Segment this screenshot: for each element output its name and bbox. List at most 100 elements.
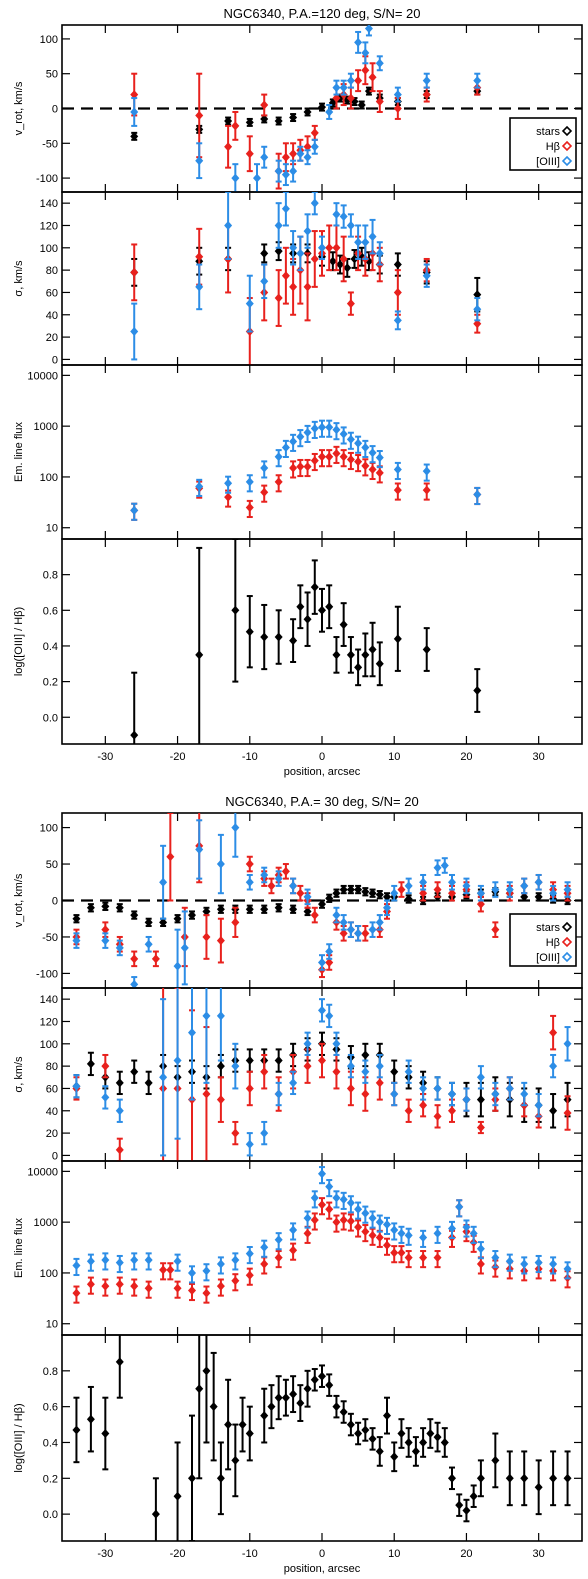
data-point (346, 1061, 355, 1071)
data-point (368, 888, 377, 898)
data-point (393, 260, 402, 270)
data-point (195, 282, 204, 292)
data-point (426, 1429, 435, 1439)
data-point (433, 1111, 442, 1121)
data-layer (130, 419, 482, 521)
data-point (404, 881, 413, 891)
data-point (245, 627, 254, 637)
data-point (260, 870, 269, 880)
data-point (274, 477, 283, 487)
data-point (260, 463, 269, 473)
data-point (325, 1204, 334, 1214)
data-point (188, 910, 196, 920)
data-point (350, 254, 359, 264)
data-point (231, 121, 240, 131)
data-point (231, 173, 240, 183)
data-point (245, 1249, 254, 1259)
data-point (130, 730, 139, 740)
data-point (101, 1255, 110, 1265)
data-point (354, 1429, 363, 1439)
x-tick-label: 0 (319, 751, 325, 763)
data-point (202, 932, 211, 942)
data-point (303, 282, 312, 292)
data-point (159, 917, 168, 927)
data-point (354, 662, 363, 672)
data-point (130, 1255, 139, 1265)
panel-frame (61, 1160, 583, 1336)
series-oiii (130, 192, 482, 361)
data-point (422, 271, 431, 281)
data-point (397, 1228, 406, 1238)
data-layer (130, 539, 482, 744)
data-point (354, 237, 363, 247)
data-point (354, 885, 363, 895)
data-point (505, 1083, 514, 1093)
y-tick-label: 140 (40, 198, 58, 210)
data-point (115, 1145, 124, 1155)
data-point (216, 1473, 225, 1483)
data-point (296, 462, 305, 472)
data-point (473, 76, 482, 86)
chart-title: NGC6340, P.A.= 30 deg, S/N= 20 (225, 794, 418, 809)
data-point (216, 904, 225, 914)
x-tick-label: -10 (242, 1548, 258, 1560)
data-point (173, 1056, 182, 1066)
data-point (393, 90, 402, 100)
data-point (346, 925, 355, 935)
y-tick-label: 100 (40, 243, 58, 255)
data-point (332, 209, 341, 219)
data-point (448, 1224, 456, 1234)
data-point (130, 1067, 139, 1077)
series-oiii (130, 419, 482, 521)
data-point (130, 910, 139, 920)
data-point (404, 1253, 413, 1263)
data-point (303, 892, 312, 902)
data-point (310, 128, 319, 138)
data-point (368, 645, 377, 655)
figure-panel-group-2: NGC6340, P.A.= 30 deg, S/N= 20-100-50050… (13, 794, 583, 1575)
data-point (469, 1228, 478, 1238)
x-tick-label: -20 (170, 1548, 186, 1560)
data-point (173, 961, 182, 971)
data-point (318, 243, 326, 253)
data-point (202, 1089, 211, 1099)
x-tick-label: 20 (460, 751, 472, 763)
data-point (563, 1264, 572, 1274)
data-point (289, 904, 298, 914)
data-point (303, 1384, 312, 1394)
data-point (289, 243, 298, 253)
y-tick-label: 10 (46, 1319, 58, 1331)
y-tick-label: 50 (46, 69, 58, 81)
y-tick-label: 0 (52, 104, 58, 116)
data-point (86, 1059, 95, 1069)
data-point (325, 422, 334, 432)
data-point (86, 1414, 95, 1424)
x-tick-label: -10 (242, 751, 258, 763)
data-point (86, 1279, 95, 1289)
y-tick-label: 80 (46, 1061, 58, 1073)
data-point (361, 1208, 370, 1218)
data-point (390, 888, 399, 898)
data-point (520, 1259, 529, 1269)
data-point (72, 1425, 81, 1435)
series-stars (130, 86, 482, 141)
data-point (216, 1259, 225, 1269)
y-axis-label: log([OIII] / Hβ) (13, 607, 25, 676)
y-tick-label: 120 (40, 220, 58, 232)
data-point (303, 142, 312, 152)
data-point (433, 1228, 442, 1238)
data-point (375, 659, 384, 669)
data-point (404, 1437, 413, 1447)
data-point (130, 954, 139, 964)
data-point (339, 452, 348, 462)
data-point (332, 650, 341, 660)
data-point (383, 1219, 391, 1229)
data-point (130, 327, 139, 337)
data-point (473, 686, 482, 696)
y-tick-label: 20 (46, 332, 58, 344)
data-point (332, 1039, 341, 1049)
data-point (332, 910, 341, 920)
data-point (563, 1108, 572, 1118)
data-point (115, 1078, 124, 1088)
data-point (433, 1432, 442, 1442)
